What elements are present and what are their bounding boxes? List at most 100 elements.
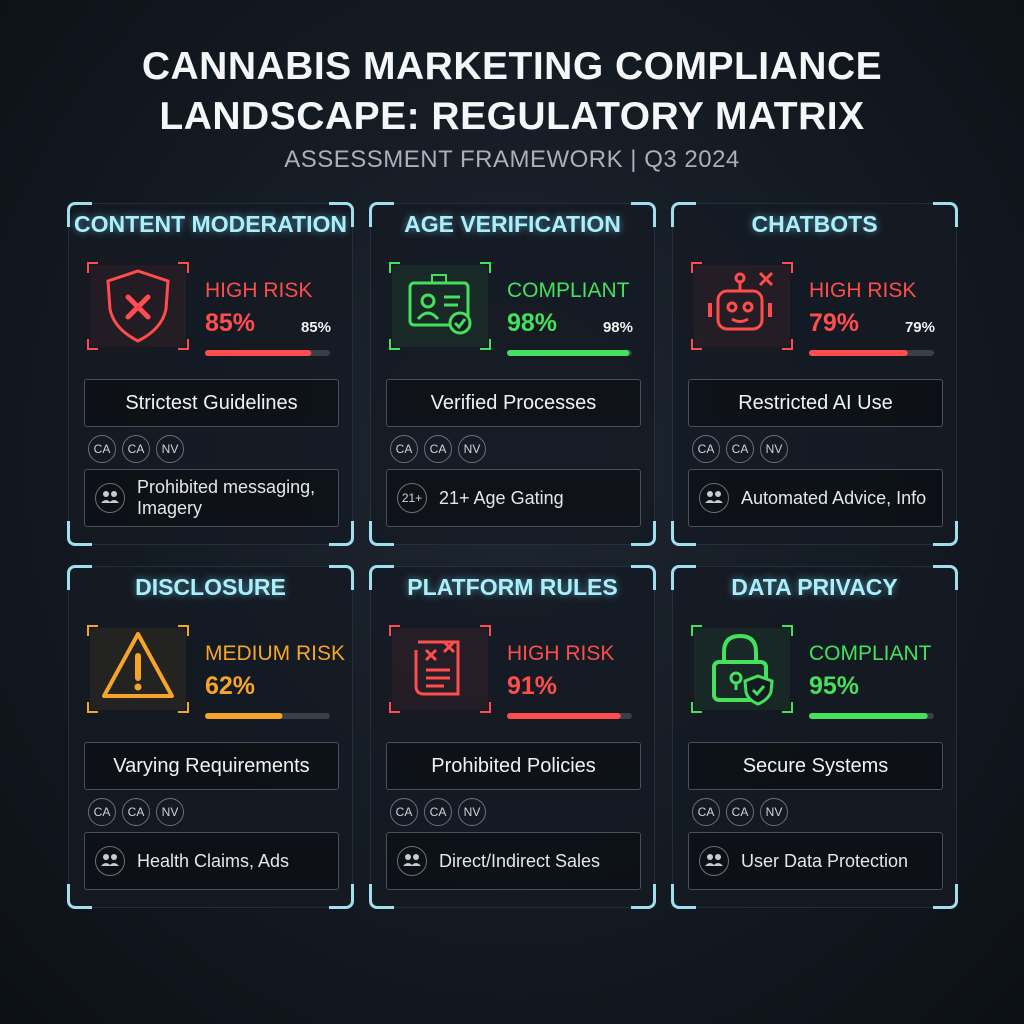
icon-glow [392,265,488,347]
card: CHATBOTS HIGH RISK 79% 79% Restricted AI Use… [671,202,958,546]
icon-part [448,311,472,335]
icon-part [453,318,467,330]
card-corner [933,521,958,546]
card-title: AGE VERIFICATION [404,211,621,237]
icon-part [731,317,749,323]
percent-label: 91% [507,672,558,700]
status-icon-frame [389,262,491,350]
icon-frame [691,262,793,350]
state-chip: CA [424,798,452,826]
icon-part [87,262,189,350]
status-icon [102,632,174,698]
icon-part [742,301,754,313]
icon-part [444,295,460,307]
card-corner [369,202,394,227]
detail-box: Health Claims, Ads [84,832,339,890]
status-icon [712,633,774,706]
page-title: CANNABIS MARKETING COMPLIANCE LANDSCAPE:… [141,45,883,138]
detail-box: 21+ 21+ Age Gating [386,469,641,527]
status-icon-frame [691,262,793,350]
state-chip: NV [156,798,184,826]
state-chip: NV [760,798,788,826]
state-chip: NV [458,435,486,463]
icon-part [691,625,793,713]
icon-part [403,863,421,866]
icon-part [414,640,460,696]
percent-label: 98% [507,309,558,337]
status-label: MEDIUM RISK [205,642,346,665]
detail-text: Automated Advice, Info [741,487,927,508]
detail-badge: 21+ [397,483,427,513]
icon-part [705,491,723,503]
icon-part [101,500,119,503]
description: Restricted AI Use [688,379,943,427]
status-icon [408,274,472,335]
card-title: DATA PRIVACY [731,574,898,600]
status-label: HIGH RISK [205,279,313,302]
status-label: HIGH RISK [507,642,615,665]
percent-side-label: 79% [904,319,935,336]
state-chip: CA [122,798,150,826]
card-corner [369,565,394,590]
icon-glow [694,628,790,710]
icon-frame [87,625,189,713]
icon-part [426,668,450,688]
percent-bar [809,713,928,719]
icon-part [389,625,491,713]
icon-part [691,262,793,350]
icon-part [705,854,723,866]
description: Strictest Guidelines [84,379,339,427]
icon-part [420,293,436,309]
icon-part [389,262,491,350]
card-corner [671,884,696,909]
icon-frame [389,625,491,713]
card-title: PLATFORM RULES [407,574,618,600]
description: Secure Systems [688,742,943,790]
detail-text: 21+ Age Gating [439,487,564,508]
detail-text: User Data Protection [741,850,909,871]
card-corner [329,202,354,227]
detail-box: Prohibited messaging, Imagery [84,469,339,527]
icon-glow [694,265,790,347]
icon-frame [389,262,491,350]
card-corner [329,884,354,909]
icon-part [125,294,151,320]
status-label: COMPLIANT [809,642,932,665]
icon-part [707,491,713,497]
card-corner [329,521,354,546]
detail-text: Prohibited messaging, Imagery [137,477,316,518]
card-corner [67,521,92,546]
icon-part [715,854,721,860]
card-corner [671,202,696,227]
state-chip: CA [390,435,418,463]
icon-part [134,683,142,691]
percent-label: 79% [809,309,860,337]
icon-part [87,625,189,713]
state-chip: NV [156,435,184,463]
icon-part [413,854,419,860]
icon-part [424,640,456,662]
icon-part [405,854,411,860]
card-corner [671,565,696,590]
state-chip: CA [692,798,720,826]
card-corner [671,521,696,546]
status-icon [708,271,774,331]
icon-part [403,854,421,866]
percent-meter [507,713,632,719]
status-icon-frame [389,625,491,713]
percent-meter [809,350,934,356]
icon-part [431,274,447,284]
status-icon [414,640,460,696]
status-label: HIGH RISK [809,279,917,302]
detail-text: Direct/Indirect Sales [439,850,601,871]
percent-label: 62% [205,672,256,700]
icon-frame [691,625,793,713]
icon-part [111,491,117,497]
icon-part [751,685,766,697]
detail-icon [699,483,729,513]
detail-text: Health Claims, Ads [137,850,290,871]
percent-bar [507,350,630,356]
icon-part [722,633,758,662]
status-icon-frame [87,625,189,713]
description: Verified Processes [386,379,641,427]
